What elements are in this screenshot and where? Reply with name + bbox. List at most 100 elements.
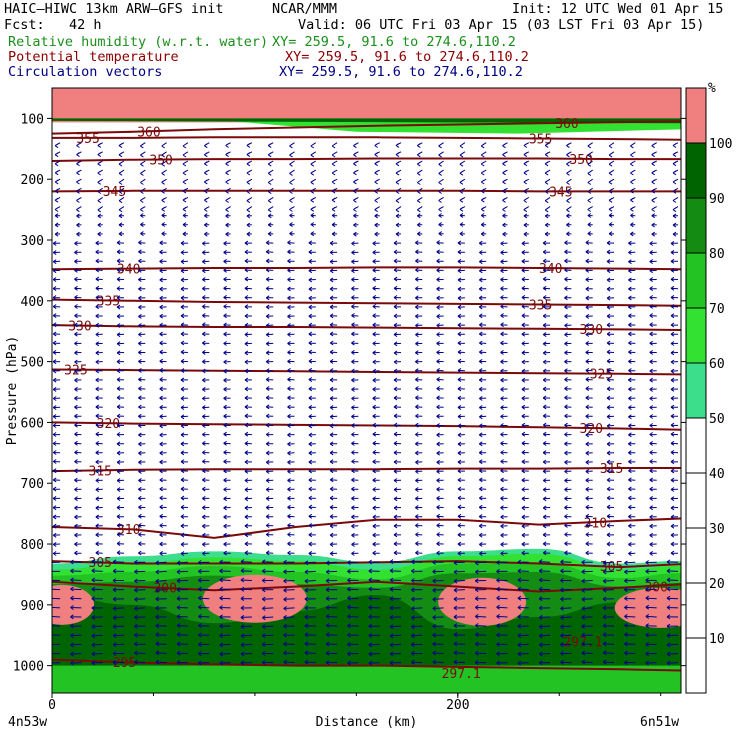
plot-frame	[51, 87, 682, 694]
y-tick-label-700: 700	[21, 477, 44, 492]
wind-vector	[351, 377, 359, 383]
wind-vector	[287, 395, 295, 401]
wind-vector	[670, 422, 679, 428]
wind-vector	[645, 560, 657, 565]
wind-vector	[287, 441, 295, 447]
y-tick-label-1000: 1000	[13, 660, 44, 675]
wind-vector	[329, 395, 338, 401]
wind-vector	[395, 178, 402, 185]
wind-vector	[267, 142, 274, 149]
wind-vector	[287, 240, 295, 246]
colorbar-level-90	[686, 143, 706, 198]
wind-vector	[587, 187, 593, 194]
wind-vector	[159, 541, 167, 547]
wind-vector	[666, 595, 679, 601]
wind-vector	[411, 606, 423, 611]
theta-contour-335	[52, 298, 681, 307]
wind-vector	[666, 614, 679, 620]
wind-vector	[118, 151, 125, 158]
wind-vector	[74, 487, 82, 492]
wind-vector	[74, 532, 82, 538]
wind-vector	[138, 441, 146, 447]
wind-vector	[116, 413, 125, 419]
wind-vector	[308, 450, 316, 456]
wind-vector	[52, 450, 61, 455]
wind-vector	[116, 276, 125, 282]
wind-vector	[287, 423, 295, 429]
wind-vector	[374, 231, 380, 237]
wind-vector	[457, 504, 465, 510]
colorbar-tick-label-70: 70	[709, 302, 725, 317]
wind-vector	[666, 577, 679, 583]
wind-vector	[393, 368, 402, 374]
wind-vector	[500, 432, 508, 437]
wind-vector	[347, 586, 359, 592]
wind-vector	[666, 660, 679, 666]
wind-vector	[308, 295, 316, 301]
wind-vector	[97, 151, 103, 158]
wind-vector	[521, 496, 529, 502]
wind-vector	[478, 441, 487, 447]
wind-vector	[267, 187, 274, 195]
wind-vector	[649, 495, 657, 501]
wind-vector	[374, 206, 380, 213]
wind-vector	[74, 505, 82, 511]
wind-vector	[329, 532, 338, 538]
wind-vector	[372, 413, 380, 419]
wind-vector	[283, 623, 295, 629]
wind-vector	[308, 477, 316, 483]
wind-vector	[74, 431, 82, 437]
wind-vector	[670, 386, 679, 392]
wind-vector	[265, 450, 274, 456]
wind-vector	[287, 495, 295, 501]
wind-vector	[393, 478, 402, 483]
wind-vector	[374, 142, 380, 148]
wind-vector	[329, 368, 338, 374]
wind-vector	[372, 368, 380, 374]
wind-vector	[651, 142, 657, 149]
wind-vector	[204, 196, 210, 203]
wind-vector	[138, 258, 146, 264]
wind-vector	[457, 249, 465, 255]
wind-vector	[372, 532, 380, 538]
wind-vector	[52, 313, 61, 319]
wind-vector	[478, 368, 487, 374]
wind-vector	[432, 559, 444, 565]
wind-vector	[585, 441, 593, 447]
wind-vector	[161, 222, 167, 227]
wind-vector	[95, 404, 103, 410]
wind-vector	[457, 322, 465, 328]
wind-vector	[415, 240, 423, 246]
wind-vector	[517, 623, 529, 629]
wind-vector	[500, 250, 508, 256]
x-tick-label-200: 200	[446, 698, 469, 713]
theta-contour-350	[52, 157, 681, 162]
wind-vector	[521, 440, 529, 446]
wind-vector	[118, 222, 124, 228]
wind-vector	[521, 532, 529, 538]
wind-vector	[521, 395, 529, 401]
wind-vector	[587, 206, 593, 212]
wind-vector	[52, 541, 61, 547]
wind-vector	[566, 213, 572, 219]
wind-vector	[244, 431, 252, 437]
wind-vector	[480, 178, 487, 185]
wind-vector	[91, 577, 103, 583]
wind-vector	[138, 249, 146, 255]
wind-vector	[265, 395, 274, 401]
wind-vector	[95, 505, 103, 511]
wind-vector	[500, 304, 508, 309]
wind-vector	[265, 341, 274, 347]
y-tick-label-200: 200	[21, 173, 44, 188]
wind-vector	[223, 240, 231, 246]
wind-vector	[542, 478, 551, 483]
wind-vector	[564, 359, 572, 365]
wind-vector	[325, 578, 338, 584]
wind-vector	[523, 206, 530, 213]
wind-vector	[353, 169, 359, 176]
wind-vector	[182, 222, 188, 228]
wind-vector	[97, 187, 103, 194]
wind-vector	[347, 660, 359, 666]
wind-vector	[630, 196, 636, 203]
wind-vector	[287, 413, 295, 419]
